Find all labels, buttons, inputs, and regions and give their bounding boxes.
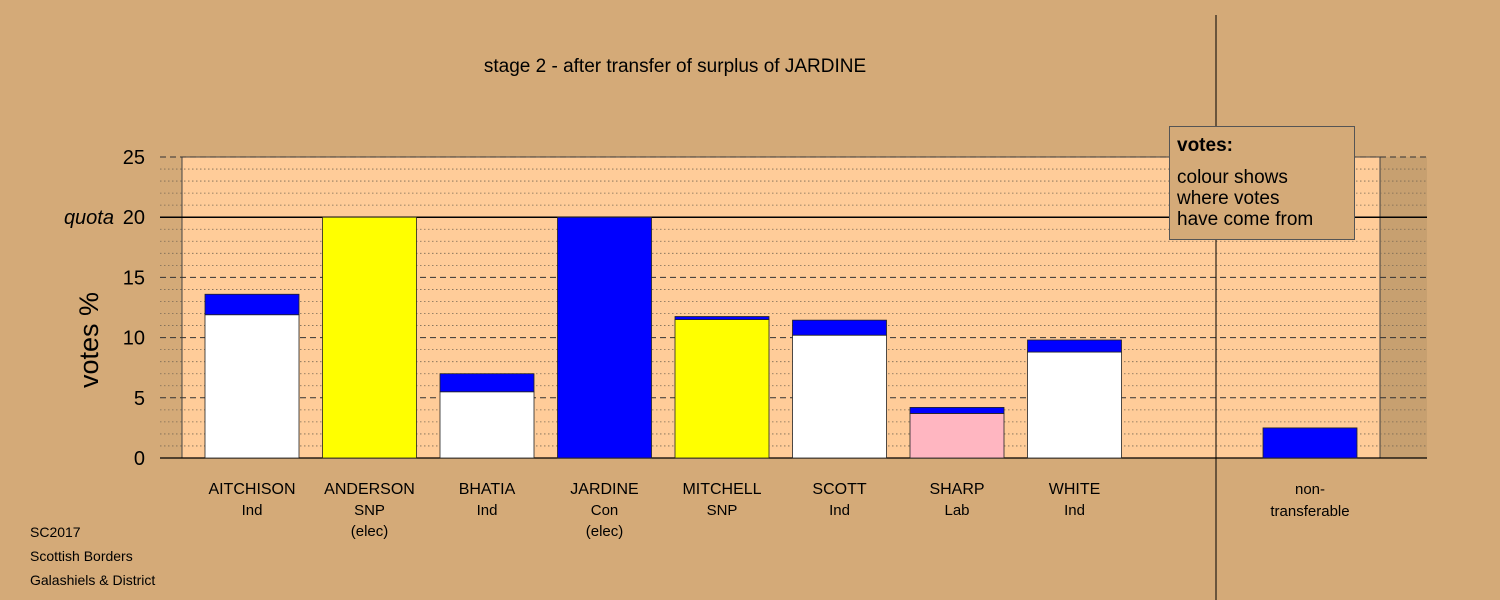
candidate-name-label: BHATIA [459,481,516,498]
y-tick-label: 10 [123,328,145,350]
bar-segment [439,373,535,393]
bar-segment [1027,351,1122,459]
nontransferable-bar [1262,427,1358,459]
footer: SC2017 Scottish Borders Galashiels & Dis… [30,520,155,592]
candidate-name-label: WHITE [1049,481,1101,498]
candidate-party-label: Con [591,502,619,519]
candidate-elected-label: (elec) [351,523,389,540]
bar-segment [1027,339,1122,353]
candidate-elected-label: (elec) [586,523,624,540]
x-axis-labels: AITCHISON Ind ANDERSON SNP (elec) BHATIA Ind JA… [208,481,1349,540]
y-tick-label: 15 [123,267,145,289]
bars [204,216,1358,459]
bar-segment [792,334,887,459]
bar-segment [439,391,535,459]
candidate-name-label: SHARP [929,481,984,498]
plot-margin-shade [1380,157,1427,458]
candidate-party-label: Ind [242,502,263,519]
quota-label: quota [64,207,114,229]
footer-election: SC2017 [30,524,81,540]
chart-title: stage 2 - after transfer of surplus of J… [484,56,866,77]
legend-title: votes: [1177,135,1233,156]
legend-line-3: have come from [1177,209,1314,230]
y-axis-label: votes % [74,292,104,388]
bar-segment [557,216,652,459]
footer-council: Scottish Borders [30,548,133,564]
y-tick-label: 20 [123,207,145,229]
bar-segment [909,413,1005,459]
candidate-name-label: MITCHELL [682,481,761,498]
candidate-party-label: Ind [477,502,498,519]
footer-ward: Galashiels & District [30,572,156,588]
candidate-name-label: SCOTT [812,481,866,498]
y-tick-label: 0 [134,448,145,470]
candidate-party-label: SNP [707,502,738,519]
bar-segment [674,319,770,459]
candidate-party-label: SNP [354,502,385,519]
candidate-party-label: Ind [1064,502,1085,519]
candidate-name-label: AITCHISON [208,481,295,498]
bar-segment [674,316,770,320]
legend: votes: colour shows where votes have com… [1169,126,1355,240]
candidate-party-label: Lab [944,502,969,519]
bar-segment [204,314,300,459]
bar-segment [909,407,1005,414]
bar-segment [204,293,300,316]
candidate-name-label: JARDINE [570,481,638,498]
bar-segment [322,216,417,459]
candidate-name-label: ANDERSON [324,481,415,498]
y-axis-ticks: 0 5 10 15 20 25 [123,147,145,470]
legend-line-2: where votes [1177,188,1280,209]
legend-line-1: colour shows [1177,167,1288,188]
candidate-party-label: Ind [829,502,850,519]
nontransferable-label-line1: non- [1295,481,1325,498]
y-tick-label: 5 [134,388,145,410]
bar-segment [792,319,887,336]
nontransferable-label-line2: transferable [1270,503,1349,520]
y-tick-label: 25 [123,147,145,169]
